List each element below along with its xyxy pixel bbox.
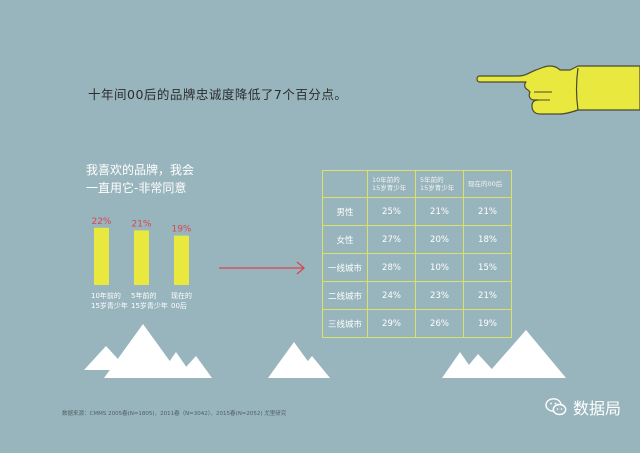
row-label: 女性 [322,225,368,254]
table-cell: 28% [367,253,416,282]
category-label: 现在的 [171,291,192,300]
table-cell: 21% [463,281,512,310]
row-label: 二线城市 [322,281,368,310]
column-header: 现在的00后 [463,170,512,198]
brand-logo: 数据局 [545,395,621,419]
table-header-row: 10年前的 15岁青少年 5年前的 15岁青少年 现在的00后 [322,170,512,198]
bar-chart-title-line-2: 一直用它-非常同意 [86,181,187,195]
column-header-line: 10年前的 [372,176,400,184]
column-header: 5年前的 15岁青少年 [415,170,464,198]
table-row: 三线城市 29% 26% 19% [322,309,512,338]
table-cell: 23% [415,281,464,310]
column-header-line: 现在的00后 [468,180,503,188]
category-label: 15岁青少年 [131,301,168,310]
category-label: 10年前的 [91,291,121,300]
bar-value-label: 21% [131,219,151,229]
table-row: 女性 27% 20% 18% [322,225,512,254]
mountains-illustration [84,324,566,378]
category-label: 5年前的 [131,291,156,300]
table-corner-cell [322,170,368,198]
bar-chart-title-line-1: 我喜欢的品牌，我会 [86,163,195,177]
table-cell: 26% [415,309,464,338]
bar-chart-title: 我喜欢的品牌，我会 一直用它-非常同意 [86,161,246,197]
row-label: 三线城市 [322,309,368,338]
headline: 十年间00后的品牌忠诚度降低了7个百分点。 [88,87,348,102]
bar [174,235,189,285]
pointing-hand-icon [476,65,640,115]
row-label: 一线城市 [322,253,368,282]
table-cell: 21% [415,197,464,226]
bar [94,227,109,285]
table-cell: 24% [367,281,416,310]
column-header-line: 5年前的 [420,176,444,184]
right-arrow-icon [219,261,305,275]
table-cell: 29% [367,309,416,338]
table-cell: 27% [367,225,416,254]
table-row: 二线城市 24% 23% 21% [322,281,512,310]
row-label: 男性 [322,197,368,226]
column-header: 10年前的 15岁青少年 [367,170,416,198]
table-row: 男性 25% 21% 21% [322,197,512,226]
table-row: 一线城市 28% 10% 15% [322,253,512,282]
bar-value-label: 19% [171,225,191,235]
table-cell: 19% [463,309,512,338]
category-label: 00后 [171,301,187,310]
column-header-line: 15岁青少年 [420,184,455,192]
bar-value-label: 22% [91,217,111,227]
wechat-icon [545,398,567,416]
table-cell: 15% [463,253,512,282]
category-label: 15岁青少年 [91,301,128,310]
table-cell: 20% [415,225,464,254]
source-note: 数据来源：CMMS 2005春(N=1805)、2011春（N=3042）、20… [62,411,287,417]
table-cell: 21% [463,197,512,226]
column-header-line: 15岁青少年 [372,184,407,192]
table-cell: 18% [463,225,512,254]
bar [134,230,149,285]
table-cell: 10% [415,253,464,282]
comparison-table: 10年前的 15岁青少年 5年前的 15岁青少年 现在的00后 男性 25% 2… [322,170,512,338]
brand-name: 数据局 [573,399,622,418]
table-cell: 25% [367,197,416,226]
